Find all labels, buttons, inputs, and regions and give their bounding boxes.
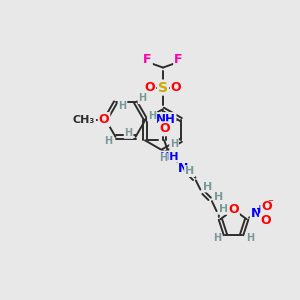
Text: H: H	[124, 128, 133, 138]
Text: N: N	[251, 207, 261, 220]
Text: H: H	[203, 182, 212, 191]
Text: CH₃: CH₃	[73, 115, 95, 124]
Text: H: H	[170, 139, 178, 149]
Text: H: H	[159, 153, 167, 164]
Text: F: F	[143, 53, 152, 66]
Text: H: H	[118, 101, 127, 111]
Text: F: F	[174, 53, 183, 66]
Text: O: O	[159, 122, 169, 135]
Text: O: O	[261, 200, 272, 213]
Text: N: N	[178, 162, 189, 175]
Text: H: H	[138, 93, 147, 103]
Text: H: H	[148, 111, 156, 121]
Text: O: O	[99, 113, 109, 126]
Text: NH: NH	[156, 113, 176, 126]
Text: O: O	[260, 214, 271, 227]
Text: +: +	[256, 204, 264, 214]
Text: H: H	[214, 191, 224, 202]
Text: ⁻: ⁻	[268, 198, 274, 208]
Text: NH: NH	[160, 152, 179, 161]
Text: O: O	[228, 203, 239, 216]
Text: H: H	[185, 166, 194, 176]
Text: O: O	[171, 81, 182, 94]
Text: H: H	[219, 204, 228, 214]
Text: H: H	[105, 136, 113, 146]
Text: S: S	[158, 81, 168, 94]
Text: H: H	[213, 233, 221, 243]
Text: O: O	[145, 81, 155, 94]
Text: H: H	[246, 233, 254, 243]
